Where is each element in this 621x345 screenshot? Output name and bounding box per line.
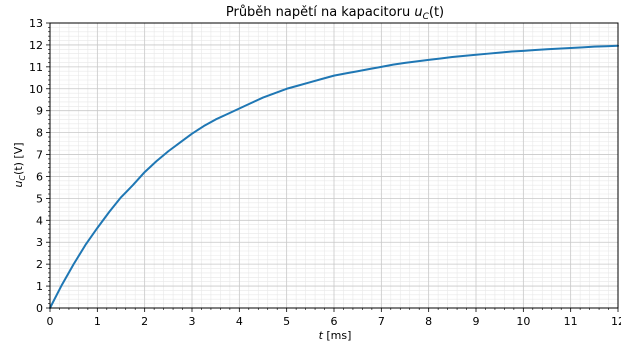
y-tick-label: 12 xyxy=(29,39,43,52)
ticks xyxy=(46,22,619,312)
x-tick-label: 7 xyxy=(378,315,385,328)
y-tick-label: 0 xyxy=(36,302,43,315)
y-tick-label: 5 xyxy=(36,192,43,205)
x-tick-label: 0 xyxy=(47,315,54,328)
x-tick-label: 11 xyxy=(564,315,578,328)
x-tick-label: 4 xyxy=(236,315,243,328)
x-axis-label-unit: [ms] xyxy=(323,329,352,342)
x-tick-label: 5 xyxy=(283,315,290,328)
y-tick-label: 2 xyxy=(36,258,43,271)
x-tick-label: 3 xyxy=(189,315,196,328)
y-tick-label: 8 xyxy=(36,127,43,140)
x-tick-label: 12 xyxy=(611,315,621,328)
x-tick-label: 8 xyxy=(425,315,432,328)
y-tick-label: 11 xyxy=(29,61,43,74)
chart-title-suffix: (t) xyxy=(429,5,444,20)
chart-title: Průběh napětí na kapacitoru uC(t) xyxy=(226,5,444,22)
chart-title-prefix: Průběh napětí na kapacitoru xyxy=(226,5,414,20)
y-axis-label-sub: C xyxy=(18,175,27,181)
x-tick-label: 1 xyxy=(94,315,101,328)
x-axis-label: t [ms] xyxy=(319,329,352,342)
series-line xyxy=(49,44,619,309)
series-layer xyxy=(49,44,619,309)
y-axis-label: uC(t) [V] xyxy=(12,142,27,187)
chart-title-var: u xyxy=(414,5,422,20)
x-tick-label: 2 xyxy=(141,315,148,328)
y-tick-label: 13 xyxy=(29,17,43,30)
y-tick-label: 1 xyxy=(36,280,43,293)
y-tick-label: 7 xyxy=(36,149,43,162)
y-axis-label-var: u xyxy=(12,181,25,188)
y-tick-label: 3 xyxy=(36,236,43,249)
y-axis-label-suffix: (t) [V] xyxy=(12,142,25,175)
y-tick-label: 10 xyxy=(29,83,43,96)
tick-labels: 0123456789101112012345678910111213 xyxy=(29,17,621,328)
x-tick-label: 6 xyxy=(331,315,338,328)
chart-title-sub: C xyxy=(423,12,430,22)
x-axis-label-var: t xyxy=(319,329,324,342)
x-tick-label: 9 xyxy=(473,315,480,328)
x-tick-label: 10 xyxy=(516,315,530,328)
y-tick-label: 4 xyxy=(36,214,43,227)
y-tick-label: 6 xyxy=(36,170,43,183)
y-tick-label: 9 xyxy=(36,105,43,118)
